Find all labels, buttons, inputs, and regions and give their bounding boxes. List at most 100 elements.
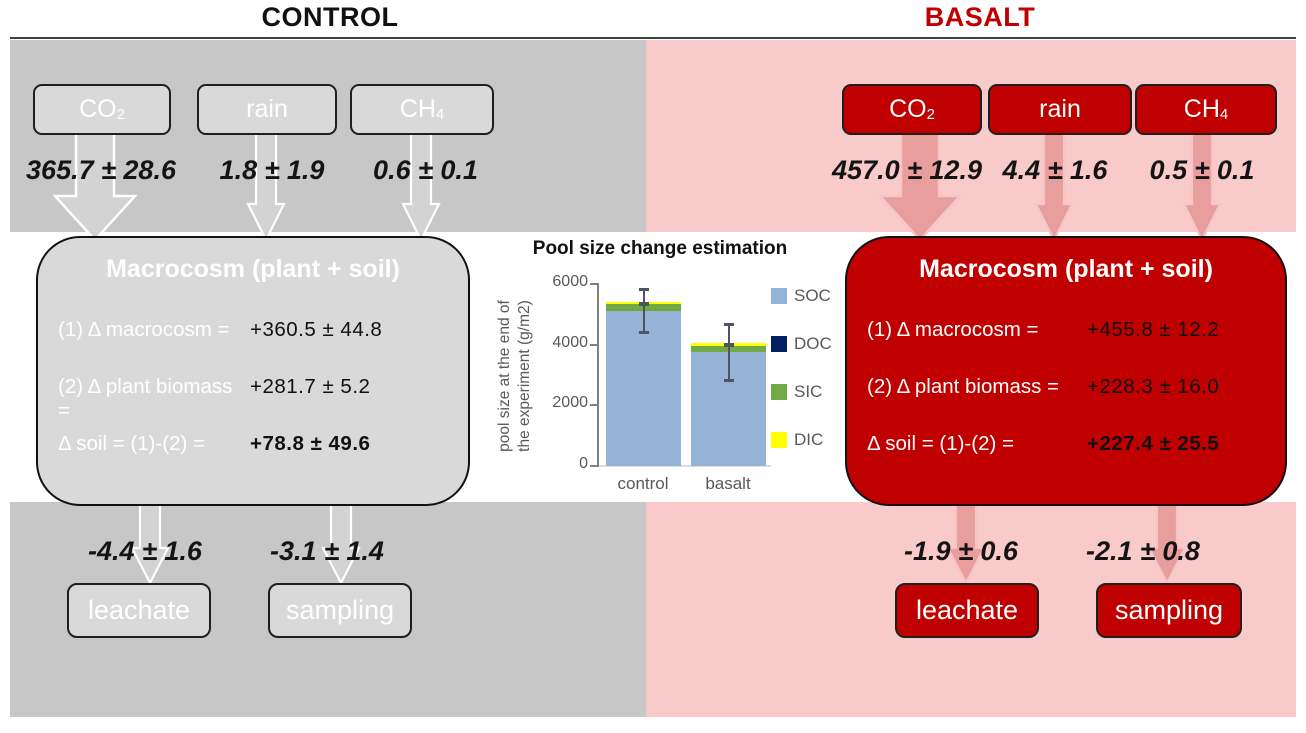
control-macrocosm-row: (1) Δ macrocosm = +360.5 ± 44.8 xyxy=(58,318,454,342)
legend-item-dic: DIC xyxy=(771,430,823,450)
row-label: (1) Δ macrocosm = xyxy=(867,318,1039,341)
row-label: (2) Δ plant biomass = xyxy=(58,375,233,422)
error-bar-control xyxy=(638,330,649,334)
row-value: +281.7 ± 5.2 xyxy=(250,375,371,398)
co2-label: CO xyxy=(889,95,927,123)
legend-item-doc: DOC xyxy=(771,334,832,354)
control-title: CONTROL xyxy=(261,2,399,32)
y-tick-0: 0 xyxy=(579,455,588,472)
basalt-co2-flux: 457.0 ± 12.9 xyxy=(832,155,982,185)
basalt-rain-box: rain xyxy=(988,84,1132,135)
basalt-leachate-box: leachate xyxy=(895,583,1039,638)
control-ch4-box: CH 4 xyxy=(350,84,494,135)
control-co2-arrow-icon xyxy=(53,130,137,242)
basalt-leachate-flux: -1.9 ± 0.6 xyxy=(904,536,1018,566)
control-ch4-arrow-icon xyxy=(401,130,441,242)
tick-mark xyxy=(590,465,597,467)
chart-bars xyxy=(597,284,797,466)
bar-segment-soc-control xyxy=(606,311,681,466)
basalt-sampling-box: sampling xyxy=(1096,583,1242,638)
x-label-basalt: basalt xyxy=(705,474,751,493)
error-bar-basalt xyxy=(723,342,734,347)
basalt-rain-flux: 4.4 ± 1.6 xyxy=(1002,155,1108,185)
row-label: Δ soil = (1)-(2) = xyxy=(867,432,1014,455)
x-axis-line xyxy=(599,465,771,467)
co2-label: CO xyxy=(79,95,117,123)
legend-label: SIC xyxy=(794,382,823,401)
basalt-macrocosm-row: Δ soil = (1)-(2) = +227.4 ± 25.5 xyxy=(867,432,1271,456)
control-co2-flux: 365.7 ± 28.6 xyxy=(26,155,176,185)
error-bar-basalt xyxy=(727,324,730,381)
legend-label: DIC xyxy=(794,430,824,449)
control-co2-box: CO 2 xyxy=(33,84,171,135)
control-rain-flux: 1.8 ± 1.9 xyxy=(219,155,325,185)
dic-swatch-icon xyxy=(771,432,787,448)
ch4-label: CH xyxy=(1183,95,1220,123)
y-tick-4000: 4000 xyxy=(552,334,588,351)
control-leachate-box: leachate xyxy=(67,583,211,638)
row-label: (1) Δ macrocosm = xyxy=(58,318,230,341)
error-bar-control xyxy=(642,288,645,332)
row-label: Δ soil = (1)-(2) = xyxy=(58,432,205,455)
basalt-title: BASALT xyxy=(924,2,1036,32)
control-rain-arrow-icon xyxy=(246,130,286,242)
control-macrocosm-row: Δ soil = (1)-(2) = +78.8 ± 49.6 xyxy=(58,432,454,456)
basalt-ch4-arrow-icon xyxy=(1182,130,1222,242)
row-value: +227.4 ± 25.5 xyxy=(1087,432,1220,455)
row-value: +228.3 ± 16.0 xyxy=(1087,375,1220,398)
basalt-co2-arrow-icon xyxy=(878,130,962,242)
legend-item-soc: SOC xyxy=(771,286,831,306)
legend-label: SOC xyxy=(794,286,831,305)
basalt-macrocosm-box: Macrocosm (plant + soil) (1) Δ macrocosm… xyxy=(845,236,1287,506)
tick-mark xyxy=(590,404,597,406)
error-bar-basalt xyxy=(723,379,734,383)
rain-label: rain xyxy=(1039,95,1081,123)
y-axis-line xyxy=(597,283,599,467)
y-tick-6000: 6000 xyxy=(552,273,588,290)
soc-swatch-icon xyxy=(771,288,787,304)
basalt-leachate-arrow-icon xyxy=(946,500,986,585)
chart-title: Pool size change estimation xyxy=(532,238,788,259)
basalt-sampling-arrow-icon xyxy=(1147,500,1187,585)
control-macrocosm-row: (2) Δ plant biomass = +281.7 ± 5.2 xyxy=(58,375,454,423)
y-axis-label-line2: the experiment (g/m2) xyxy=(516,300,534,452)
control-leachate-arrow-icon xyxy=(130,500,170,585)
ch4-label: CH xyxy=(399,95,436,123)
legend-item-sic: SIC xyxy=(771,382,822,402)
y-axis-label-line1: pool size at the end of xyxy=(496,300,513,452)
control-sampling-box: sampling xyxy=(268,583,412,638)
chart-y-axis-label: pool size at the end of the experiment (… xyxy=(495,276,537,476)
basalt-macrocosm-row: (1) Δ macrocosm = +455.8 ± 12.2 xyxy=(867,318,1271,342)
basalt-macrocosm-row: (2) Δ plant biomass = +228.3 ± 16.0 xyxy=(867,375,1271,399)
basalt-macrocosm-title: Macrocosm (plant + soil) xyxy=(919,255,1213,283)
control-rain-box: rain xyxy=(197,84,337,135)
sic-swatch-icon xyxy=(771,384,787,400)
basalt-top-panel xyxy=(646,40,1296,232)
tick-mark xyxy=(590,344,597,346)
basalt-ch4-flux: 0.5 ± 0.1 xyxy=(1149,155,1255,185)
control-macrocosm-box: Macrocosm (plant + soil) (1) Δ macrocosm… xyxy=(36,236,470,506)
row-value: +78.8 ± 49.6 xyxy=(250,432,371,455)
doc-swatch-icon xyxy=(771,336,787,352)
control-macrocosm-title: Macrocosm (plant + soil) xyxy=(106,255,400,283)
control-ch4-flux: 0.6 ± 0.1 xyxy=(373,155,478,185)
y-tick-2000: 2000 xyxy=(552,394,588,411)
error-bar-control xyxy=(638,302,649,307)
row-value: +455.8 ± 12.2 xyxy=(1087,318,1220,341)
basalt-rain-arrow-icon xyxy=(1034,130,1074,242)
x-label-control: control xyxy=(617,474,669,493)
rain-label: rain xyxy=(246,95,288,123)
basalt-co2-box: CO 2 xyxy=(842,84,982,135)
control-sampling-arrow-icon xyxy=(321,500,361,585)
row-value: +360.5 ± 44.8 xyxy=(250,318,383,341)
error-bar-basalt xyxy=(723,323,734,327)
tick-mark xyxy=(590,283,597,285)
top-divider-line xyxy=(10,37,1296,39)
control-sampling-flux: -3.1 ± 1.4 xyxy=(270,536,384,566)
row-label: (2) Δ plant biomass = xyxy=(867,375,1060,398)
control-leachate-flux: -4.4 ± 1.6 xyxy=(88,536,202,566)
chart-legend: SOC DOC SIC DIC xyxy=(771,283,841,463)
legend-label: DOC xyxy=(794,334,832,353)
basalt-ch4-box: CH 4 xyxy=(1135,84,1277,135)
basalt-sampling-flux: -2.1 ± 0.8 xyxy=(1086,536,1200,566)
